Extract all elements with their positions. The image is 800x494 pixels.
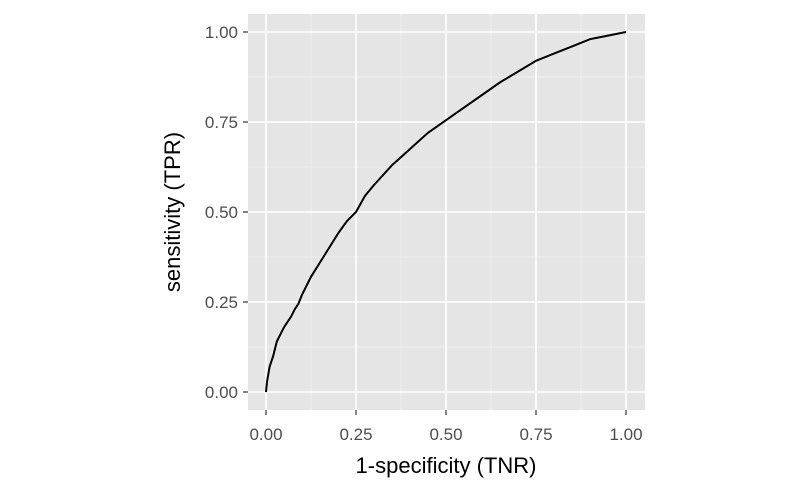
roc-curve-line — [265, 31, 627, 393]
y-axis-title: sensitivity (TPR) — [160, 132, 185, 292]
y-tick-label: 0.00 — [205, 383, 238, 402]
x-tick-label: 0.75 — [519, 425, 552, 444]
x-tick-label: 0.50 — [429, 425, 462, 444]
x-tick-label: 0.25 — [339, 425, 372, 444]
x-axis-title: 1-specificity (TNR) — [356, 453, 537, 478]
y-axis-ticks: 0.00 0.25 0.50 0.75 1.00 — [205, 23, 248, 402]
y-tick-label: 0.75 — [205, 113, 238, 132]
x-tick-label: 1.00 — [609, 425, 642, 444]
x-axis-ticks: 0.00 0.25 0.50 0.75 1.00 — [249, 410, 643, 444]
y-tick-label: 1.00 — [205, 23, 238, 42]
y-tick-label: 0.25 — [205, 293, 238, 312]
y-tick-label: 0.50 — [205, 203, 238, 222]
x-tick-label: 0.00 — [249, 425, 282, 444]
